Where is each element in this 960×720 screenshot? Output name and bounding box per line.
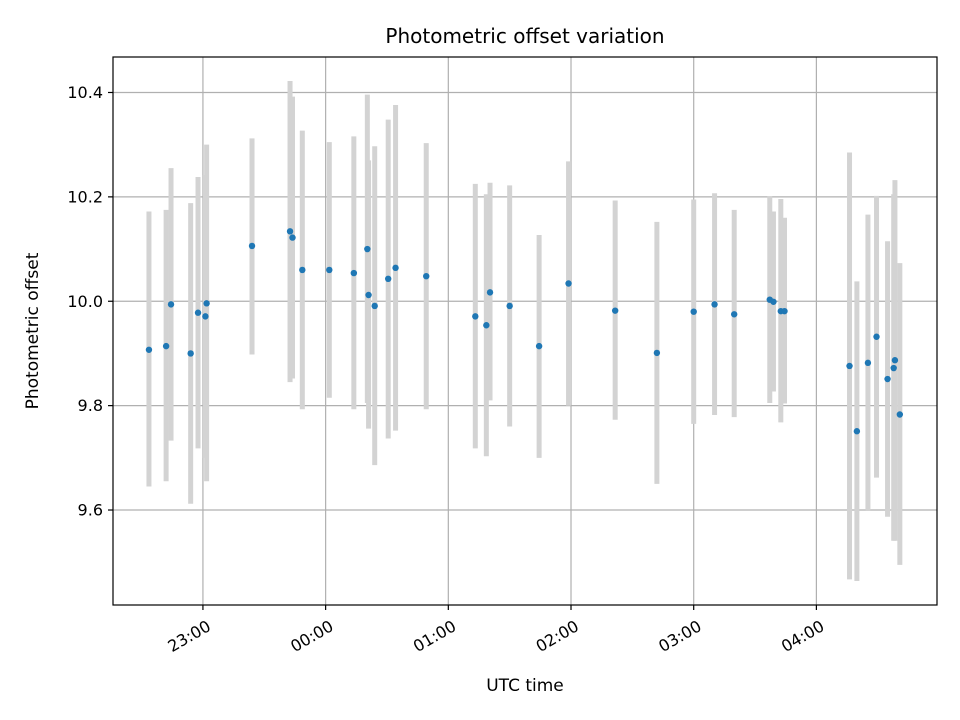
data-point [162,342,170,350]
y-tick-label: 10.2 [67,187,103,206]
data-point [187,350,194,357]
data-point [891,357,899,364]
data-point [565,280,572,287]
data-point [364,245,371,253]
data-point [326,266,333,274]
data-point [350,269,358,277]
data-point [384,275,392,283]
y-axis-label: Photometric offset [23,252,43,409]
data-point [423,273,430,280]
data-point [853,428,861,435]
data-point [472,313,479,320]
data-point [286,228,294,235]
data-point [611,307,619,314]
data-point [203,300,210,307]
error-bars [146,81,903,581]
y-tick-label: 10.4 [67,83,103,102]
data-point [896,411,904,418]
data-point [392,264,399,272]
data-point [770,298,777,305]
data-point [711,301,718,308]
data-point [730,311,738,318]
data-point [653,349,661,357]
data-point [483,322,490,329]
data-point [690,308,697,315]
x-tick-label: 02:00 [533,616,582,656]
data-point [486,289,494,296]
data-point [365,291,372,299]
data-point [289,234,296,241]
data-point [506,302,513,310]
data-point [145,346,153,353]
data-point [299,266,306,274]
x-tick-label: 03:00 [655,616,704,656]
y-tick-label: 9.6 [78,501,103,520]
plot-frame [112,56,938,606]
y-tick-label: 10.0 [67,292,103,311]
x-tick-label: 04:00 [778,616,827,656]
x-axis-ticks: 23:00 00:00 01:00 02:00 03:00 04:00 [165,605,827,656]
data-point [535,342,543,350]
y-tick-label: 9.8 [78,396,103,415]
data-point [202,313,209,320]
y-axis-ticks: 9.6 9.8 10.0 10.2 10.4 [67,83,113,520]
data-point [781,307,788,315]
data-point [167,301,175,308]
x-axis-label: UTC time [486,676,564,696]
x-tick-label: 00:00 [287,616,336,656]
data-point [864,359,872,367]
chart-title: Photometric offset variation [385,24,664,48]
data-point [890,364,897,372]
data-point [371,302,378,310]
x-tick-label: 23:00 [165,616,214,656]
data-points [145,228,904,435]
data-point [194,309,202,316]
data-point [873,333,880,340]
data-point [846,362,853,370]
grid-lines [113,57,937,605]
data-point [248,242,256,250]
x-tick-label: 01:00 [410,616,459,656]
data-point [884,375,891,383]
